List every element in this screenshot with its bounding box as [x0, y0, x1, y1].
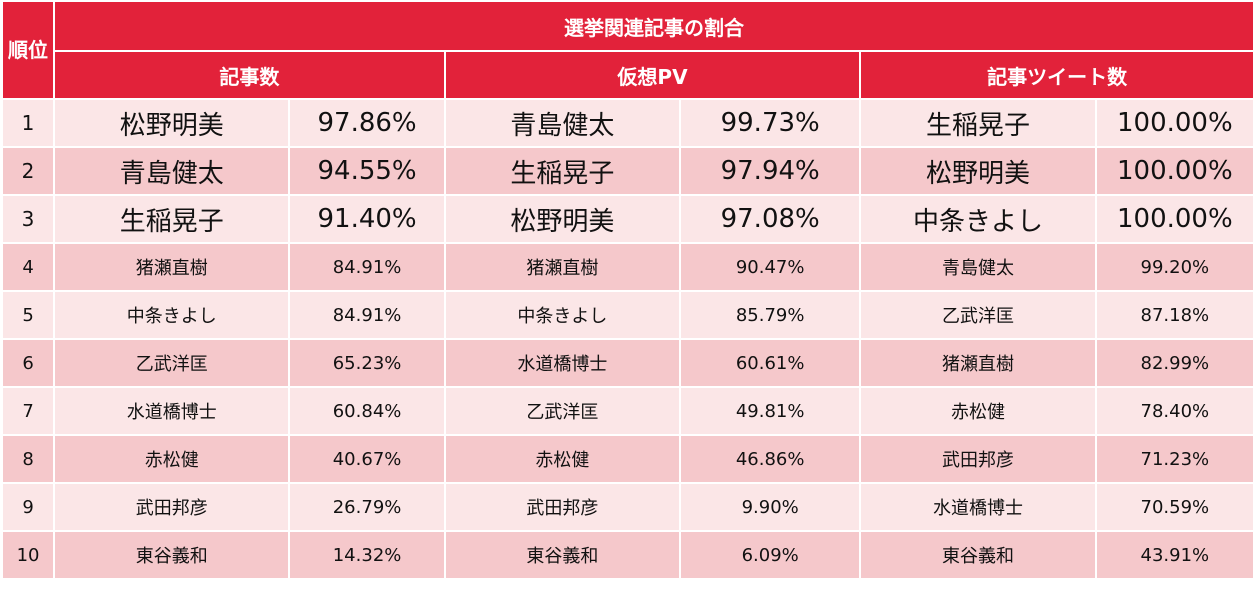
name-cell: 猪瀬直樹 — [55, 244, 289, 290]
value-cell: 43.91% — [1096, 532, 1253, 578]
rank-cell: 8 — [3, 436, 54, 482]
rank-cell: 9 — [3, 484, 54, 530]
table-row: 3 生稲晃子 91.40% 松野明美 97.08% 中条きよし 100.00% — [3, 196, 1253, 242]
table-row: 5 中条きよし 84.91% 中条きよし 85.79% 乙武洋匡 87.18% — [3, 292, 1253, 338]
name-cell: 乙武洋匡 — [861, 292, 1095, 338]
name-cell: 水道橋博士 — [861, 484, 1095, 530]
name-cell: 武田邦彦 — [445, 484, 680, 530]
value-cell: 49.81% — [681, 388, 860, 434]
name-cell: 猪瀬直樹 — [861, 340, 1095, 386]
value-cell: 94.55% — [290, 148, 444, 194]
table-body: 1 松野明美 97.86% 青島健太 99.73% 生稲晃子 100.00% 2 青島健太 94.… — [3, 100, 1253, 578]
ranking-table: 順位 選挙関連記事の割合 記事数 仮想PV 記事ツイート数 1 松野明美 97.86… — [1, 0, 1255, 580]
name-cell: 生稲晃子 — [861, 100, 1095, 146]
table-row: 10 東谷義和 14.32% 東谷義和 6.09% 東谷義和 43.91% — [3, 532, 1253, 578]
name-cell: 猪瀬直樹 — [445, 244, 680, 290]
value-cell: 91.40% — [290, 196, 444, 242]
name-cell: 青島健太 — [445, 100, 680, 146]
name-cell: 水道橋博士 — [445, 340, 680, 386]
value-cell: 71.23% — [1096, 436, 1253, 482]
value-cell: 99.73% — [681, 100, 860, 146]
value-cell: 100.00% — [1096, 100, 1253, 146]
name-cell: 青島健太 — [55, 148, 289, 194]
table-row: 8 赤松健 40.67% 赤松健 46.86% 武田邦彦 71.23% — [3, 436, 1253, 482]
column-header-tweets: 記事ツイート数 — [861, 52, 1253, 98]
name-cell: 東谷義和 — [861, 532, 1095, 578]
value-cell: 40.67% — [290, 436, 444, 482]
name-cell: 武田邦彦 — [55, 484, 289, 530]
value-cell: 100.00% — [1096, 196, 1253, 242]
table-row: 2 青島健太 94.55% 生稲晃子 97.94% 松野明美 100.00% — [3, 148, 1253, 194]
name-cell: 中条きよし — [55, 292, 289, 338]
name-cell: 松野明美 — [55, 100, 289, 146]
table-row: 1 松野明美 97.86% 青島健太 99.73% 生稲晃子 100.00% — [3, 100, 1253, 146]
rank-header: 順位 — [3, 2, 54, 98]
rank-cell: 4 — [3, 244, 54, 290]
value-cell: 14.32% — [290, 532, 444, 578]
table-row: 4 猪瀬直樹 84.91% 猪瀬直樹 90.47% 青島健太 99.20% — [3, 244, 1253, 290]
rank-cell: 5 — [3, 292, 54, 338]
rank-cell: 6 — [3, 340, 54, 386]
name-cell: 中条きよし — [861, 196, 1095, 242]
name-cell: 松野明美 — [861, 148, 1095, 194]
value-cell: 46.86% — [681, 436, 860, 482]
name-cell: 赤松健 — [861, 388, 1095, 434]
table-title: 選挙関連記事の割合 — [55, 2, 1253, 50]
rank-cell: 7 — [3, 388, 54, 434]
value-cell: 60.84% — [290, 388, 444, 434]
value-cell: 97.08% — [681, 196, 860, 242]
name-cell: 水道橋博士 — [55, 388, 289, 434]
value-cell: 100.00% — [1096, 148, 1253, 194]
value-cell: 84.91% — [290, 292, 444, 338]
name-cell: 松野明美 — [445, 196, 680, 242]
table-row: 9 武田邦彦 26.79% 武田邦彦 9.90% 水道橋博士 70.59% — [3, 484, 1253, 530]
name-cell: 生稲晃子 — [445, 148, 680, 194]
value-cell: 70.59% — [1096, 484, 1253, 530]
value-cell: 9.90% — [681, 484, 860, 530]
rank-cell: 10 — [3, 532, 54, 578]
name-cell: 中条きよし — [445, 292, 680, 338]
value-cell: 84.91% — [290, 244, 444, 290]
value-cell: 85.79% — [681, 292, 860, 338]
name-cell: 東谷義和 — [55, 532, 289, 578]
name-cell: 赤松健 — [445, 436, 680, 482]
value-cell: 26.79% — [290, 484, 444, 530]
name-cell: 生稲晃子 — [55, 196, 289, 242]
column-header-articles: 記事数 — [55, 52, 444, 98]
column-header-pv: 仮想PV — [445, 52, 860, 98]
name-cell: 乙武洋匡 — [55, 340, 289, 386]
name-cell: 東谷義和 — [445, 532, 680, 578]
value-cell: 90.47% — [681, 244, 860, 290]
value-cell: 60.61% — [681, 340, 860, 386]
value-cell: 78.40% — [1096, 388, 1253, 434]
rank-cell: 2 — [3, 148, 54, 194]
value-cell: 6.09% — [681, 532, 860, 578]
name-cell: 乙武洋匡 — [445, 388, 680, 434]
rank-cell: 1 — [3, 100, 54, 146]
value-cell: 97.86% — [290, 100, 444, 146]
name-cell: 赤松健 — [55, 436, 289, 482]
table-row: 7 水道橋博士 60.84% 乙武洋匡 49.81% 赤松健 78.40% — [3, 388, 1253, 434]
value-cell: 82.99% — [1096, 340, 1253, 386]
table-row: 6 乙武洋匡 65.23% 水道橋博士 60.61% 猪瀬直樹 82.99% — [3, 340, 1253, 386]
name-cell: 武田邦彦 — [861, 436, 1095, 482]
value-cell: 65.23% — [290, 340, 444, 386]
name-cell: 青島健太 — [861, 244, 1095, 290]
value-cell: 97.94% — [681, 148, 860, 194]
rank-cell: 3 — [3, 196, 54, 242]
value-cell: 99.20% — [1096, 244, 1253, 290]
value-cell: 87.18% — [1096, 292, 1253, 338]
